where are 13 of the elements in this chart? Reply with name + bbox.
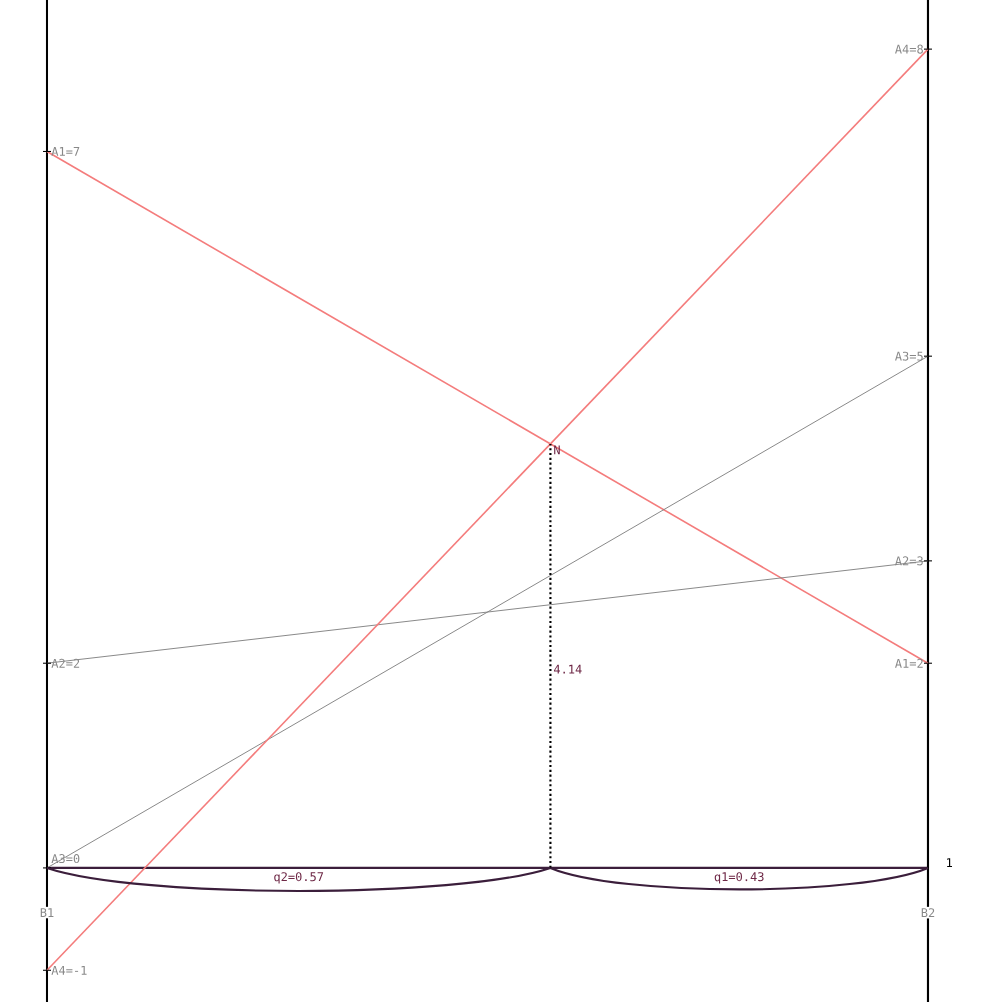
data-label: A1=2 [895,658,923,668]
annotation: N [554,445,560,455]
data-label: A4=-1 [51,965,87,975]
annotation: q1=0.43 [714,872,764,884]
data-label: A1=7 [51,147,80,156]
data-label: A2=2 [51,658,80,668]
data-label: A4=8 [895,44,923,54]
x-tick-label: B2 [921,908,935,918]
x-tick-label: B1 [40,908,54,917]
annotation: 4.14 [553,664,582,674]
annotation: 1 [947,858,953,867]
data-label: A3=5 [895,351,923,361]
annotation: q2=0.57 [274,872,324,884]
